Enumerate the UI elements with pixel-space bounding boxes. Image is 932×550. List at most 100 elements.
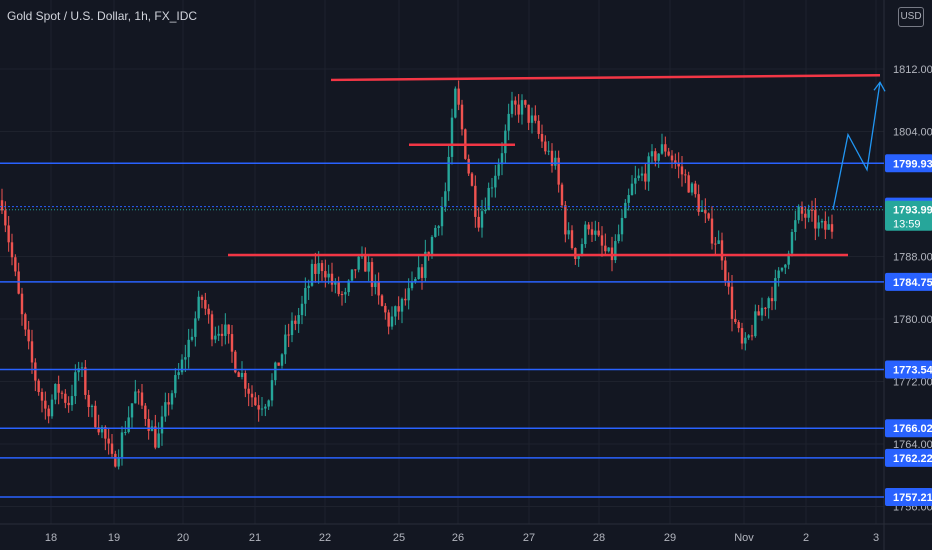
candle-body bbox=[550, 150, 554, 166]
candle-body bbox=[240, 373, 244, 377]
candle-body bbox=[154, 426, 157, 448]
candle-body bbox=[717, 240, 720, 244]
time-tick-label: 20 bbox=[177, 532, 189, 544]
candle bbox=[714, 237, 717, 255]
candle bbox=[544, 135, 547, 155]
candle-body bbox=[687, 175, 690, 193]
candle bbox=[410, 271, 414, 291]
candle-body bbox=[450, 117, 454, 157]
candle-body bbox=[490, 187, 494, 189]
candle-body bbox=[264, 406, 267, 409]
candle-body bbox=[254, 397, 257, 406]
candle-body bbox=[484, 209, 487, 212]
candle bbox=[480, 199, 484, 238]
candle-body bbox=[380, 295, 384, 306]
candle bbox=[530, 107, 534, 134]
candle-body bbox=[657, 153, 660, 161]
candle bbox=[424, 239, 427, 282]
countdown-label: 13:59 bbox=[893, 219, 921, 231]
candle bbox=[807, 204, 810, 223]
candle-body bbox=[794, 220, 797, 232]
projection-arrowhead bbox=[873, 81, 886, 92]
candle bbox=[777, 267, 780, 287]
candle bbox=[30, 329, 34, 374]
candle bbox=[584, 221, 587, 248]
currency-button[interactable]: USD bbox=[898, 7, 924, 27]
candle-body bbox=[444, 191, 447, 208]
candle-body bbox=[27, 329, 30, 342]
candle bbox=[24, 312, 27, 336]
candle-body bbox=[597, 230, 600, 236]
candle-body bbox=[97, 427, 100, 433]
level-price-tag-bg bbox=[885, 488, 932, 507]
candle-body bbox=[407, 288, 410, 301]
candle bbox=[137, 389, 140, 405]
candle-body bbox=[654, 151, 657, 161]
candle-body bbox=[524, 100, 527, 105]
candle-body bbox=[300, 303, 304, 316]
candle bbox=[110, 433, 114, 458]
candle-body bbox=[607, 247, 610, 252]
candle bbox=[577, 254, 580, 267]
candle-body bbox=[570, 230, 574, 249]
candle bbox=[210, 310, 214, 347]
candle-body bbox=[140, 392, 144, 406]
candle-body bbox=[47, 408, 50, 417]
candle-body bbox=[427, 251, 430, 255]
candle bbox=[647, 152, 650, 191]
candle bbox=[257, 395, 260, 422]
candle-body bbox=[340, 294, 344, 296]
candle bbox=[710, 206, 714, 250]
candle-body bbox=[234, 351, 237, 373]
candle-body bbox=[390, 316, 394, 327]
candle-body bbox=[87, 394, 90, 407]
candle-body bbox=[417, 267, 420, 280]
candle-body bbox=[454, 88, 457, 118]
candle bbox=[790, 228, 794, 257]
candle-body bbox=[460, 104, 464, 130]
candle-body bbox=[510, 100, 514, 114]
candle-body bbox=[614, 241, 617, 261]
time-axis[interactable]: 18 19 20 21 22 25 26 27 28 29 Nov 2 3 bbox=[45, 532, 879, 544]
candle bbox=[507, 103, 510, 141]
candle bbox=[650, 144, 654, 165]
candle bbox=[147, 409, 150, 440]
candle-body bbox=[297, 315, 300, 324]
candle bbox=[457, 80, 460, 111]
candle-body bbox=[274, 362, 277, 381]
candle bbox=[250, 385, 254, 408]
candle bbox=[694, 180, 697, 198]
candle-body bbox=[54, 383, 57, 400]
candle-body bbox=[817, 222, 820, 229]
candle bbox=[207, 304, 210, 324]
time-tick-label: 28 bbox=[593, 532, 605, 544]
candle-body bbox=[684, 174, 687, 176]
candle bbox=[387, 309, 390, 335]
candle bbox=[20, 287, 24, 326]
candle bbox=[220, 324, 224, 347]
horizontal-levels[interactable] bbox=[0, 162, 884, 498]
candle-body bbox=[777, 270, 780, 279]
candle-body bbox=[227, 324, 230, 335]
candle-body bbox=[377, 281, 380, 296]
candle bbox=[394, 305, 397, 326]
candle bbox=[624, 199, 627, 219]
candle bbox=[60, 390, 64, 399]
candle bbox=[150, 420, 154, 432]
candle-body bbox=[4, 210, 7, 226]
candle-body bbox=[200, 296, 204, 300]
level-price-tag-label: 1784.75 bbox=[893, 277, 932, 289]
trend-drawings[interactable] bbox=[228, 74, 886, 257]
candle-body bbox=[167, 402, 170, 405]
candle-body bbox=[364, 255, 367, 272]
candle bbox=[154, 414, 157, 450]
level-price-tag-bg bbox=[885, 448, 932, 467]
candle bbox=[377, 272, 380, 305]
candle-body bbox=[564, 205, 567, 235]
candle bbox=[77, 361, 80, 381]
candle-body bbox=[517, 104, 520, 115]
candle-body bbox=[147, 418, 150, 431]
level-price-tag-label: 1799.93 bbox=[893, 158, 932, 170]
candle bbox=[600, 226, 604, 257]
